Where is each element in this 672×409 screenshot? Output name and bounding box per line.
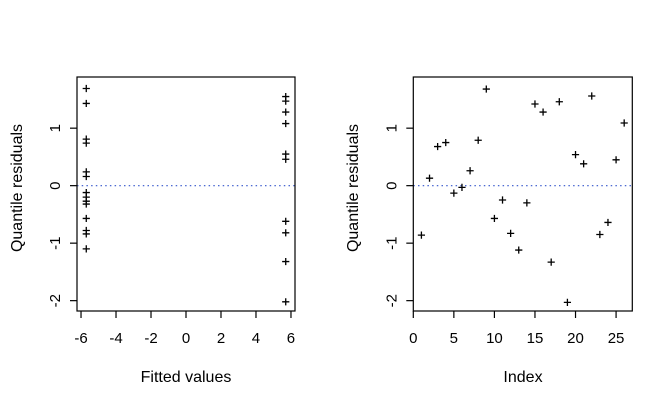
data-point-marker xyxy=(515,246,523,254)
data-point-marker xyxy=(547,258,555,266)
data-point-marker xyxy=(507,229,515,237)
x-tick-label: 6 xyxy=(287,330,295,347)
y-tick-label: -2 xyxy=(47,294,64,307)
data-point-marker xyxy=(596,230,604,239)
x-tick-label: -4 xyxy=(109,330,122,347)
data-point-marker xyxy=(282,155,290,163)
x-tick-label: -6 xyxy=(74,330,87,347)
data-point-marker xyxy=(82,84,90,93)
data-point-marker xyxy=(620,119,628,127)
data-point-marker xyxy=(282,97,290,105)
y-axis-title-right-panel: Quantile residuals xyxy=(345,123,362,253)
data-point-marker xyxy=(82,230,90,238)
x-tick-label: 4 xyxy=(252,330,260,347)
data-point-marker xyxy=(282,108,290,116)
x-axis-title-left-panel: Fitted values xyxy=(140,369,232,386)
x-tick-label: -2 xyxy=(144,330,157,347)
x-tick-label: 0 xyxy=(409,330,417,347)
data-point-marker xyxy=(580,160,588,168)
data-point-marker xyxy=(82,245,90,253)
data-point-marker xyxy=(434,142,442,151)
data-point-marker xyxy=(425,174,434,182)
data-point-marker xyxy=(442,138,450,147)
data-point-marker xyxy=(282,119,290,128)
data-point-marker xyxy=(604,218,612,227)
data-point-marker xyxy=(450,189,458,197)
data-point-marker xyxy=(490,214,499,223)
data-point-marker xyxy=(555,98,563,106)
data-point-marker xyxy=(531,100,539,108)
data-point-marker xyxy=(417,231,426,239)
x-tick-label: 20 xyxy=(567,330,584,347)
x-tick-label: 5 xyxy=(450,330,458,347)
x-tick-label: 2 xyxy=(217,330,225,347)
data-point-marker xyxy=(474,136,482,144)
data-point-marker xyxy=(563,298,572,306)
data-point-marker xyxy=(82,200,90,208)
y-tick-label: -1 xyxy=(47,236,64,249)
data-point-marker xyxy=(612,156,620,164)
data-point-marker xyxy=(588,92,596,100)
data-point-marker xyxy=(498,196,507,204)
plot-box xyxy=(412,76,633,312)
data-point-marker xyxy=(82,139,90,147)
x-axis-title-right-panel: Index xyxy=(503,369,543,386)
y-tick-label: 1 xyxy=(47,124,64,132)
data-point-marker xyxy=(523,199,531,207)
data-point-marker xyxy=(82,99,90,108)
x-tick-label: 10 xyxy=(486,330,503,347)
y-tick-label: 0 xyxy=(47,181,64,189)
data-point-marker xyxy=(458,183,466,191)
data-point-marker xyxy=(82,172,90,181)
data-point-marker xyxy=(282,229,290,237)
x-tick-label: 0 xyxy=(182,330,190,347)
data-point-marker xyxy=(82,214,90,223)
data-point-marker xyxy=(539,108,547,116)
data-point-marker xyxy=(282,298,290,306)
y-tick-label: -1 xyxy=(384,236,401,249)
plot-box xyxy=(76,76,296,312)
data-point-marker xyxy=(466,167,474,175)
y-tick-label: -2 xyxy=(384,294,401,307)
y-axis-title-left-panel: Quantile residuals xyxy=(9,123,26,253)
y-tick-label: 1 xyxy=(384,124,401,132)
data-point-marker xyxy=(282,217,290,225)
x-tick-label: 15 xyxy=(527,330,544,347)
data-point-marker xyxy=(571,151,580,159)
y-tick-label: 0 xyxy=(384,181,401,189)
x-tick-label: 25 xyxy=(608,330,625,347)
data-point-marker xyxy=(282,257,290,266)
data-point-marker xyxy=(482,85,490,93)
